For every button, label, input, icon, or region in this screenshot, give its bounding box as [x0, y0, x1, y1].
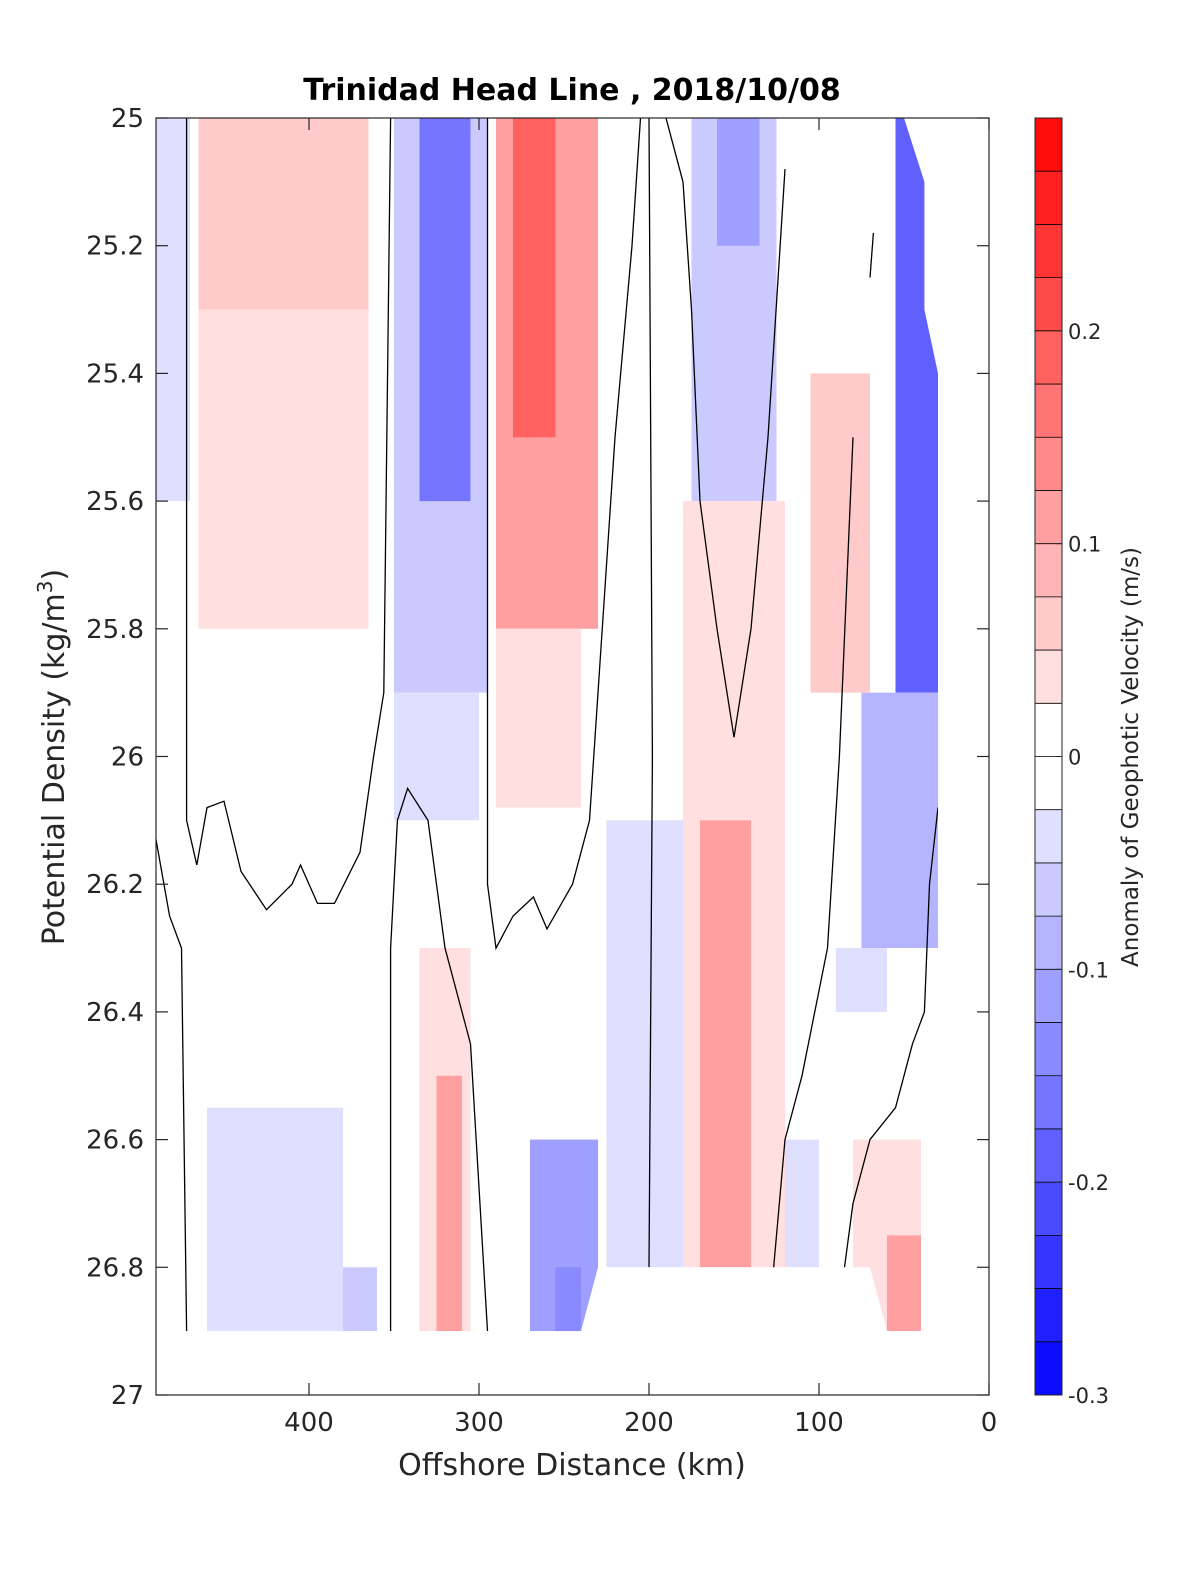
colorbar-level — [1035, 809, 1062, 864]
anomaly-patch-21 — [700, 820, 751, 1268]
colorbar-level — [1035, 1075, 1062, 1130]
anomaly-patch-24 — [436, 1075, 462, 1332]
colorbar-level — [1035, 1341, 1062, 1396]
colorbar-level — [1035, 916, 1062, 970]
y-tick-label: 26.2 — [86, 870, 144, 900]
y-axis-label: Potential Density (kg/m3) — [33, 569, 72, 945]
anomaly-patch-1 — [156, 501, 190, 693]
chart-title: Trinidad Head Line , 2018/10/08 — [303, 73, 840, 108]
x-tick-label: 200 — [624, 1408, 674, 1438]
x-tick-label: 400 — [284, 1408, 334, 1438]
colorbar-label: Anomaly of Geophotic Velocity (m/s) — [1118, 547, 1144, 967]
nearshore-no-data-region — [938, 118, 989, 1076]
anomaly-patch-15 — [861, 692, 938, 949]
no-data-mask — [156, 118, 989, 1395]
anomaly-patch-22 — [810, 373, 870, 693]
colorbar-level — [1035, 1182, 1062, 1236]
anomaly-patch-2 — [198, 118, 369, 310]
x-axis-label: Offshore Distance (km) — [398, 1448, 746, 1483]
colorbar-level — [1035, 118, 1062, 172]
x-tick-label: 0 — [981, 1408, 998, 1438]
top-no-data-region — [856, 118, 938, 374]
anomaly-patch-10 — [496, 628, 581, 808]
zero-contour-lines — [155, 117, 939, 1332]
colorbar-tick-label: -0.2 — [1068, 1171, 1109, 1195]
colorbar-level — [1035, 384, 1062, 438]
zero-contour-6 — [869, 232, 875, 278]
colorbar-level — [1035, 437, 1062, 491]
colorbar-level — [1035, 756, 1062, 811]
bottom-no-data-region — [156, 1075, 989, 1395]
colorbar-level — [1035, 171, 1062, 225]
y-tick-label: 27 — [111, 1381, 144, 1411]
anomaly-patch-9 — [513, 118, 556, 438]
anomaly-patch-6 — [419, 118, 471, 502]
zero-contour-2 — [389, 786, 489, 1332]
y-tick-label: 25.6 — [86, 487, 144, 517]
colorbar: -0.3 -0.2 -0.1 0 0.1 0.2 — [1034, 117, 1109, 1408]
velocity-anomaly-fills — [156, 118, 938, 1332]
anomaly-patch-27 — [785, 1139, 819, 1268]
zero-contour-7 — [767, 437, 854, 1332]
plot-axes: 400 300 200 100 0 25 25.2 25.4 25.6 25.8 26 26.2 26.… — [86, 104, 997, 1438]
colorbar-level — [1035, 224, 1062, 279]
anomaly-patch-7 — [394, 692, 479, 821]
colorbar-level — [1035, 650, 1062, 704]
y-tick-label: 26.4 — [86, 998, 144, 1028]
colorbar-level — [1035, 490, 1062, 545]
y-tick-label: 25.8 — [86, 615, 144, 645]
colorbar-tick-label: 0 — [1068, 746, 1081, 770]
y-axis-label-close: ) — [37, 569, 72, 581]
colorbar-level — [1035, 969, 1062, 1024]
colorbar-level — [1035, 1128, 1062, 1183]
zero-contour-8 — [835, 807, 939, 1332]
colorbar-level — [1035, 596, 1062, 651]
colorbar-level — [1035, 1288, 1062, 1343]
y-tick-label: 25.2 — [86, 232, 144, 262]
y-axis-label-superscript: 3 — [33, 580, 57, 593]
colorbar-tick-label: 0.2 — [1068, 320, 1101, 344]
colorbar-level — [1035, 330, 1062, 385]
colorbar-tick-label: -0.1 — [1068, 958, 1109, 982]
anomaly-patch-26 — [343, 1267, 377, 1332]
anomaly-patch-16 — [836, 948, 887, 1012]
y-tick-label: 26.6 — [86, 1126, 144, 1156]
colorbar-level — [1035, 1022, 1062, 1077]
colorbar-tick-label: 0.1 — [1068, 533, 1101, 557]
colorbar-tick-label: -0.3 — [1068, 1384, 1109, 1408]
y-tick-label: 25.4 — [86, 359, 144, 389]
anomaly-patch-4 — [207, 628, 343, 661]
anomaly-patch-0 — [156, 118, 190, 502]
zero-contour-4 — [648, 117, 654, 1268]
anomaly-patch-25 — [207, 1107, 343, 1332]
zero-contour-0 — [185, 117, 392, 911]
zero-contour-1 — [155, 839, 188, 1332]
anomaly-patch-19 — [555, 1267, 581, 1332]
colorbar-level — [1035, 1235, 1062, 1290]
y-tick-label: 26 — [111, 743, 144, 773]
anomaly-patch-12 — [717, 118, 760, 246]
colorbar-level — [1035, 862, 1062, 917]
colorbar-level — [1035, 277, 1062, 332]
x-tick-label: 300 — [454, 1408, 504, 1438]
colorbar-level — [1035, 543, 1062, 598]
colorbar-level — [1035, 703, 1062, 757]
y-axis-label-main: Potential Density (kg/m — [37, 593, 72, 945]
y-tick-label: 25 — [111, 104, 144, 134]
x-tick-label: 100 — [794, 1408, 844, 1438]
zero-contour-5 — [665, 117, 786, 738]
zero-contour-3 — [486, 117, 642, 951]
y-tick-label: 26.8 — [86, 1253, 144, 1283]
anomaly-patch-3 — [198, 309, 369, 629]
anomaly-patch-29 — [887, 1235, 921, 1332]
